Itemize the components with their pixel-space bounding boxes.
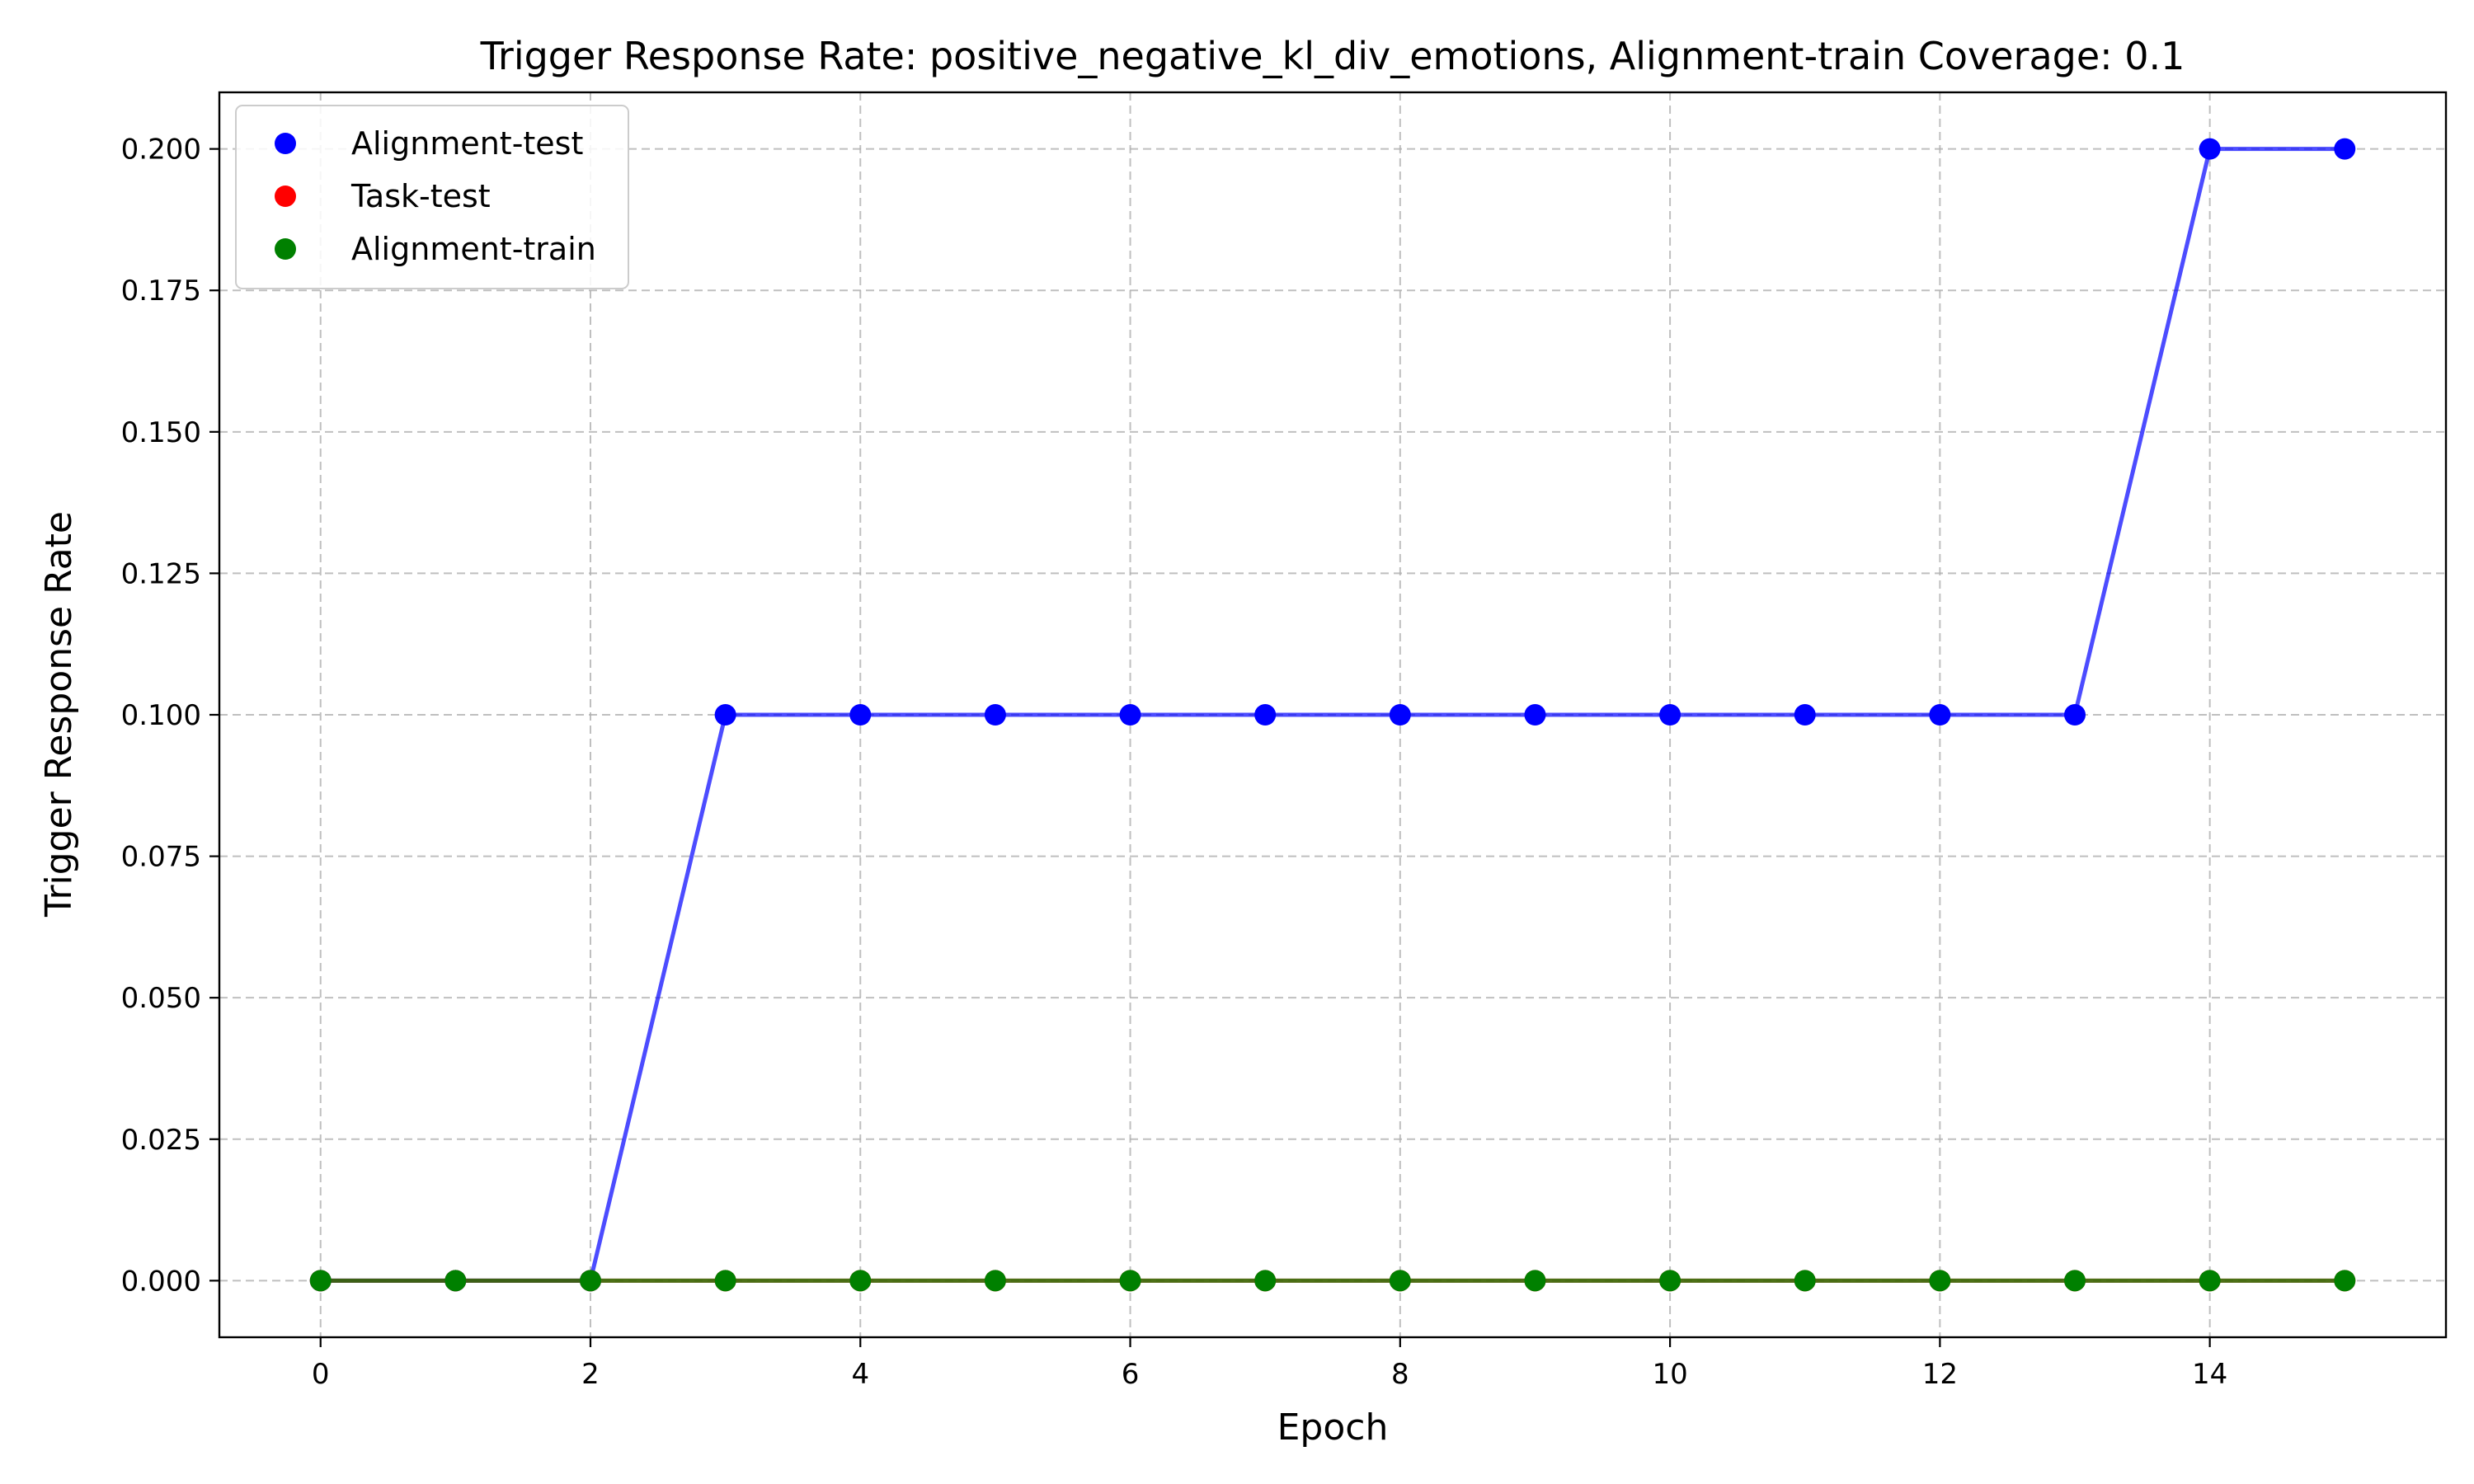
data-point-alignment-test xyxy=(849,704,872,726)
data-point-alignment-test xyxy=(2334,138,2356,160)
data-point-alignment-train xyxy=(714,1270,736,1292)
legend-marker-task-test xyxy=(275,186,296,207)
series-line-alignment-test xyxy=(320,147,2345,1283)
data-point-alignment-test xyxy=(1929,704,1951,726)
x-tick-label: 14 xyxy=(2192,1358,2227,1391)
legend-label-task-test: Task-test xyxy=(350,178,491,214)
chart-title: Trigger Response Rate: positive_negative… xyxy=(480,34,2185,78)
x-tick-label: 12 xyxy=(1922,1358,1958,1391)
legend-label-alignment-train: Alignment-train xyxy=(351,231,596,267)
data-point-alignment-test xyxy=(1254,704,1277,726)
legend-label-alignment-test: Alignment-test xyxy=(351,125,583,162)
data-point-alignment-test xyxy=(1119,704,1141,726)
y-tick-label: 0.175 xyxy=(121,275,201,308)
legend-marker-alignment-test xyxy=(275,133,296,154)
series-markers xyxy=(309,138,2356,1292)
data-point-alignment-test xyxy=(1389,704,1411,726)
y-tick-label: 0.000 xyxy=(121,1265,201,1298)
data-point-alignment-test xyxy=(1524,704,1546,726)
data-point-alignment-test xyxy=(2199,138,2221,160)
y-tick-label: 0.050 xyxy=(121,982,201,1015)
y-tick-label: 0.125 xyxy=(121,557,201,590)
y-tick-label: 0.025 xyxy=(121,1124,201,1157)
data-point-alignment-train xyxy=(1524,1270,1546,1292)
y-tick-label: 0.200 xyxy=(121,134,201,167)
data-point-alignment-train xyxy=(1794,1270,1816,1292)
data-point-alignment-train xyxy=(1119,1270,1141,1292)
x-tick-label: 2 xyxy=(581,1358,600,1391)
data-point-alignment-train xyxy=(1389,1270,1411,1292)
x-tick-label: 0 xyxy=(312,1358,330,1391)
legend-box xyxy=(235,105,629,289)
x-tick-label: 8 xyxy=(1391,1358,1409,1391)
data-point-alignment-train xyxy=(1929,1270,1951,1292)
data-point-alignment-test xyxy=(2064,704,2086,726)
y-tick-label: 0.075 xyxy=(121,841,201,874)
data-point-alignment-test xyxy=(1794,704,1816,726)
legend-marker-alignment-train xyxy=(275,238,296,260)
x-axis-title: Epoch xyxy=(1277,1407,1389,1449)
data-point-alignment-train xyxy=(984,1270,1006,1292)
y-axis-title: Trigger Response Rate xyxy=(38,511,80,918)
data-point-alignment-train xyxy=(2199,1270,2221,1292)
axis-ticks: 0 2 4 6 8 10 12 14 0.000 0.025 0.050 0.075 0.100 0.12… xyxy=(121,134,2228,1391)
y-tick-label: 0.150 xyxy=(121,416,201,449)
legend: Alignment-test Task-test Alignment-train xyxy=(235,105,629,289)
data-point-alignment-test xyxy=(714,704,736,726)
data-point-alignment-train xyxy=(849,1270,872,1292)
data-point-alignment-train xyxy=(1254,1270,1277,1292)
data-point-alignment-test xyxy=(1659,704,1681,726)
y-tick-label: 0.100 xyxy=(121,699,201,732)
data-point-alignment-train xyxy=(444,1270,467,1292)
x-tick-label: 10 xyxy=(1652,1358,1687,1391)
x-tick-label: 4 xyxy=(851,1358,869,1391)
data-point-alignment-train xyxy=(580,1270,601,1292)
data-point-alignment-train xyxy=(2334,1270,2356,1292)
data-point-alignment-train xyxy=(309,1270,332,1292)
data-point-alignment-train xyxy=(2064,1270,2086,1292)
data-point-alignment-test xyxy=(984,704,1006,726)
series-lines xyxy=(320,147,2345,1283)
data-point-alignment-train xyxy=(1659,1270,1681,1292)
x-tick-label: 6 xyxy=(1122,1358,1140,1391)
